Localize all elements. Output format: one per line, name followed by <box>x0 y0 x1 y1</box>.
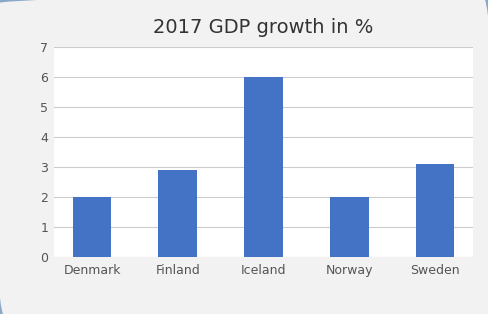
Bar <box>73 198 111 257</box>
Title: 2017 GDP growth in %: 2017 GDP growth in % <box>153 18 374 37</box>
Bar <box>244 77 283 257</box>
Bar <box>159 170 197 257</box>
Bar <box>330 198 368 257</box>
Bar <box>416 164 454 257</box>
